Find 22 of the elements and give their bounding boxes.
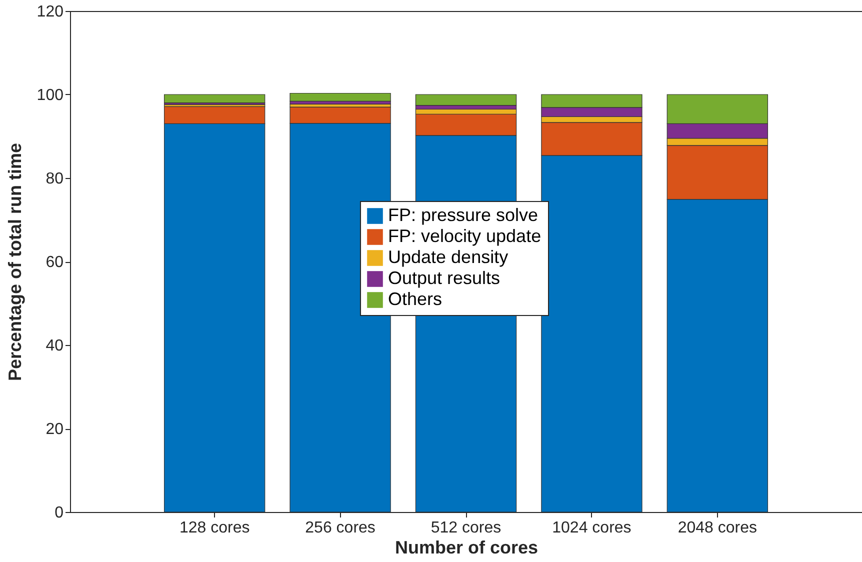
legend-label: FP: pressure solve [388, 205, 538, 225]
x-tick-label: 128 cores [179, 520, 250, 536]
y-axis-title: Percentage of total run time [4, 142, 25, 382]
y-tick-label: 0 [54, 504, 64, 522]
x-tick-label: 1024 cores [552, 520, 632, 536]
legend-label: FP: velocity update [388, 226, 542, 246]
y-tick-label: 120 [36, 4, 64, 20]
y-tick-label: 60 [46, 254, 64, 271]
y-tick-label: 80 [46, 170, 64, 188]
x-tick-label: 256 cores [305, 520, 376, 536]
bar [164, 94, 266, 104]
y-tick-label: 100 [36, 87, 64, 104]
legend-label: Others [388, 289, 442, 309]
y-tick-label: 20 [46, 421, 64, 438]
legend-label: Update density [388, 247, 508, 267]
bar [415, 94, 517, 106]
x-axis-title: Number of cores [394, 538, 538, 558]
x-tick-label: 2048 cores [678, 520, 758, 536]
y-tick-label: 40 [46, 338, 64, 354]
x-tick-label: 512 cores [430, 520, 502, 536]
bar [290, 92, 391, 102]
legend-label: Output results [388, 268, 500, 288]
